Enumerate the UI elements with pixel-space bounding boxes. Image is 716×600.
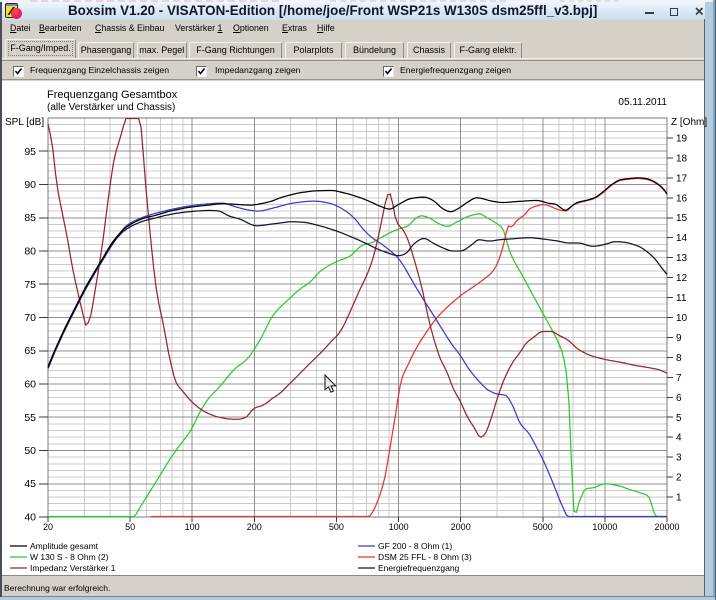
svg-text:11: 11 — [676, 293, 687, 304]
svg-text:50: 50 — [125, 522, 135, 532]
svg-text:90: 90 — [24, 179, 36, 191]
svg-text:Energiefrequenzgang: Energiefrequenzgang — [378, 563, 460, 573]
svg-text:60: 60 — [24, 379, 36, 391]
svg-text:50: 50 — [24, 445, 36, 457]
svg-text:20: 20 — [43, 522, 53, 532]
svg-text:17: 17 — [676, 173, 688, 184]
svg-text:19: 19 — [676, 133, 688, 144]
svg-text:3: 3 — [676, 453, 682, 464]
svg-text:10: 10 — [676, 313, 688, 324]
svg-text:500: 500 — [329, 522, 344, 532]
svg-text:5: 5 — [676, 413, 682, 424]
svg-text:2: 2 — [676, 473, 682, 484]
svg-text:Impedanz Verstärker 1: Impedanz Verstärker 1 — [30, 563, 116, 573]
svg-text:5000: 5000 — [533, 522, 553, 532]
svg-text:DSM 25 FFL - 8 Ohm (3): DSM 25 FFL - 8 Ohm (3) — [378, 552, 472, 562]
svg-text:70: 70 — [24, 312, 36, 324]
svg-text:Amplitude gesamt: Amplitude gesamt — [30, 541, 99, 551]
svg-text:GF 200 - 8 Ohm (1): GF 200 - 8 Ohm (1) — [378, 541, 452, 551]
svg-text:20000: 20000 — [654, 522, 679, 532]
svg-text:1000: 1000 — [389, 522, 409, 532]
svg-text:(alle Verstärker und Chassis): (alle Verstärker und Chassis) — [47, 102, 175, 113]
svg-text:18: 18 — [676, 153, 688, 164]
svg-text:9: 9 — [676, 333, 682, 344]
svg-text:1: 1 — [676, 493, 682, 504]
svg-text:6: 6 — [676, 393, 682, 404]
svg-text:95: 95 — [24, 146, 36, 158]
svg-text:75: 75 — [24, 279, 36, 291]
svg-text:Frequenzgang Gesamtbox: Frequenzgang Gesamtbox — [47, 89, 178, 101]
svg-text:65: 65 — [24, 345, 36, 357]
svg-text:05.11.2011: 05.11.2011 — [618, 97, 667, 108]
svg-text:55: 55 — [24, 412, 36, 424]
svg-text:14: 14 — [676, 233, 688, 244]
svg-text:SPL [dB]: SPL [dB] — [5, 117, 44, 128]
svg-text:W 130 S - 8 Ohm (2): W 130 S - 8 Ohm (2) — [30, 552, 109, 562]
svg-text:Z [Ohm]: Z [Ohm] — [671, 117, 707, 128]
svg-text:100: 100 — [185, 522, 200, 532]
svg-text:12: 12 — [676, 273, 688, 284]
svg-text:40: 40 — [24, 512, 36, 524]
svg-text:13: 13 — [676, 253, 688, 264]
svg-text:85: 85 — [24, 212, 36, 224]
svg-text:80: 80 — [24, 246, 36, 258]
svg-text:4: 4 — [676, 433, 682, 444]
svg-text:16: 16 — [676, 193, 688, 204]
svg-text:45: 45 — [24, 478, 36, 490]
svg-text:2000: 2000 — [451, 522, 471, 532]
svg-text:200: 200 — [247, 522, 262, 532]
svg-text:15: 15 — [676, 213, 688, 224]
svg-text:8: 8 — [676, 353, 682, 364]
svg-text:10000: 10000 — [592, 522, 617, 532]
svg-text:7: 7 — [676, 373, 682, 384]
